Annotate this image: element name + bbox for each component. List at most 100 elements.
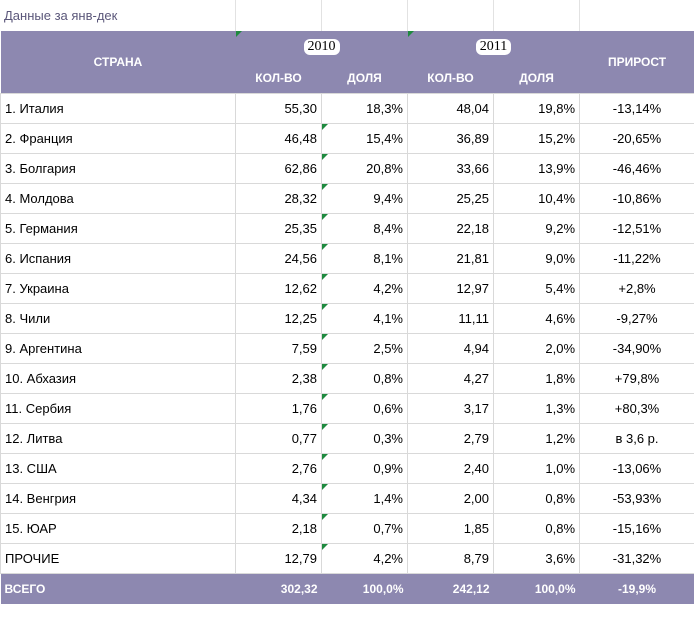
cell-share-2011[interactable]: 100,0% (493, 573, 580, 604)
header-qty-2010[interactable]: КОЛ-ВО (235, 62, 322, 94)
cell-qty-2010[interactable]: 24,56 (235, 243, 322, 274)
cell-country[interactable]: 12. Литва (0, 423, 236, 454)
cell-growth[interactable]: -34,90% (579, 333, 694, 364)
cell-qty-2011[interactable]: 2,00 (407, 483, 494, 514)
cell-qty-2010[interactable]: 2,38 (235, 363, 322, 394)
cell-share-2011[interactable]: 1,8% (492, 363, 581, 394)
cell-qty-2011[interactable]: 8,79 (407, 543, 494, 574)
cell-country[interactable]: 4. Молдова (0, 183, 236, 214)
cell-country[interactable]: 10. Абхазия (0, 363, 236, 394)
cell-qty-2010[interactable]: 0,77 (235, 423, 322, 454)
cell-qty-2010[interactable]: 2,76 (235, 453, 322, 484)
cell-country[interactable]: ПРОЧИЕ (0, 543, 236, 574)
cell-growth[interactable]: +80,3% (579, 393, 694, 424)
cell-share-2010[interactable]: 2,5% (321, 333, 408, 364)
cell-share-2011[interactable]: 1,0% (492, 453, 581, 484)
header-qty-2011[interactable]: КОЛ-ВО (407, 62, 494, 94)
cell-share-2011[interactable]: 19,8% (492, 93, 581, 124)
cell-share-2011[interactable]: 9,2% (492, 213, 581, 244)
cell-growth[interactable]: -53,93% (579, 483, 694, 514)
cell-share-2011[interactable]: 15,2% (492, 123, 581, 154)
cell-country[interactable]: 11. Сербия (0, 393, 236, 424)
cell-qty-2010[interactable]: 2,18 (235, 513, 322, 544)
cell-qty-2010[interactable]: 4,34 (235, 483, 322, 514)
cell-qty-2010[interactable]: 55,30 (235, 93, 322, 124)
cell-country[interactable]: 9. Аргентина (0, 333, 236, 364)
cell-country[interactable]: 2. Франция (0, 123, 236, 154)
cell-growth[interactable]: -11,22% (579, 243, 694, 274)
cell-qty-2010[interactable]: 12,62 (235, 273, 322, 304)
header-share-2010[interactable]: ДОЛЯ (321, 62, 408, 94)
cell-qty-2010[interactable]: 1,76 (235, 393, 322, 424)
cell-share-2011[interactable]: 0,8% (492, 513, 581, 544)
cell-growth[interactable]: -12,51% (579, 213, 694, 244)
cell-share-2010[interactable]: 4,2% (321, 543, 408, 574)
cell-share-2010[interactable]: 4,2% (321, 273, 408, 304)
cell-country[interactable]: 8. Чили (0, 303, 236, 334)
cell-share-2010[interactable]: 0,3% (321, 423, 408, 454)
cell-qty-2011[interactable]: 2,40 (407, 453, 494, 484)
cell-share-2010[interactable]: 100,0% (321, 573, 408, 604)
cell-growth[interactable]: -15,16% (579, 513, 694, 544)
cell-growth[interactable]: -9,27% (579, 303, 694, 334)
cell-share-2011[interactable]: 0,8% (492, 483, 581, 514)
cell-share-2011[interactable]: 13,9% (492, 153, 581, 184)
cell-growth[interactable]: -20,65% (579, 123, 694, 154)
cell-qty-2010[interactable]: 62,86 (235, 153, 322, 184)
cell-share-2010[interactable]: 15,4% (321, 123, 408, 154)
cell-country[interactable]: 1. Италия (0, 93, 236, 124)
cell-share-2010[interactable]: 0,7% (321, 513, 408, 544)
cell-share-2010[interactable]: 8,4% (321, 213, 408, 244)
cell-growth[interactable]: -13,14% (579, 93, 694, 124)
cell-growth[interactable]: +79,8% (579, 363, 694, 394)
cell-country[interactable]: 14. Венгрия (0, 483, 236, 514)
cell-qty-2011[interactable]: 12,97 (407, 273, 494, 304)
cell-country[interactable]: ВСЕГО (0, 573, 236, 604)
cell-qty-2011[interactable]: 4,27 (407, 363, 494, 394)
cell-growth[interactable]: -13,06% (579, 453, 694, 484)
header-year-2010[interactable]: 2010 (235, 31, 408, 62)
cell-qty-2010[interactable]: 12,79 (235, 543, 322, 574)
cell-share-2010[interactable]: 18,3% (321, 93, 408, 124)
cell-qty-2011[interactable]: 48,04 (407, 93, 494, 124)
cell-share-2010[interactable]: 4,1% (321, 303, 408, 334)
cell-qty-2011[interactable]: 21,81 (407, 243, 494, 274)
cell-qty-2010[interactable]: 25,35 (235, 213, 322, 244)
cell-growth[interactable]: -31,32% (579, 543, 694, 574)
cell-qty-2010[interactable]: 28,32 (235, 183, 322, 214)
cell-country[interactable]: 5. Германия (0, 213, 236, 244)
cell-share-2010[interactable]: 20,8% (321, 153, 408, 184)
cell-qty-2011[interactable]: 33,66 (407, 153, 494, 184)
cell-share-2011[interactable]: 5,4% (492, 273, 581, 304)
cell-share-2010[interactable]: 0,6% (321, 393, 408, 424)
cell-growth[interactable]: +2,8% (579, 273, 694, 304)
cell-country[interactable]: 7. Украина (0, 273, 236, 304)
cell-qty-2011[interactable]: 4,94 (407, 333, 494, 364)
header-share-2011[interactable]: ДОЛЯ (493, 62, 580, 94)
cell-qty-2011[interactable]: 1,85 (407, 513, 494, 544)
cell-share-2011[interactable]: 2,0% (492, 333, 581, 364)
cell-growth[interactable]: -19,9% (579, 573, 694, 604)
cell-growth[interactable]: -46,46% (579, 153, 694, 184)
cell-country[interactable]: 15. ЮАР (0, 513, 236, 544)
cell-share-2010[interactable]: 0,8% (321, 363, 408, 394)
cell-share-2011[interactable]: 9,0% (492, 243, 581, 274)
cell-qty-2010[interactable]: 7,59 (235, 333, 322, 364)
header-country[interactable]: СТРАНА (0, 31, 236, 94)
cell-qty-2011[interactable]: 2,79 (407, 423, 494, 454)
cell-qty-2010[interactable]: 12,25 (235, 303, 322, 334)
cell-share-2010[interactable]: 9,4% (321, 183, 408, 214)
cell-share-2011[interactable]: 10,4% (492, 183, 581, 214)
header-growth[interactable]: ПРИРОСТ (579, 31, 694, 94)
cell-share-2010[interactable]: 8,1% (321, 243, 408, 274)
cell-qty-2011[interactable]: 36,89 (407, 123, 494, 154)
cell-share-2011[interactable]: 4,6% (492, 303, 581, 334)
cell-growth[interactable]: в 3,6 р. (579, 423, 694, 454)
cell-qty-2011[interactable]: 3,17 (407, 393, 494, 424)
cell-qty-2011[interactable]: 242,12 (407, 573, 494, 604)
cell-qty-2011[interactable]: 25,25 (407, 183, 494, 214)
cell-country[interactable]: 13. США (0, 453, 236, 484)
cell-share-2010[interactable]: 0,9% (321, 453, 408, 484)
cell-share-2011[interactable]: 3,6% (492, 543, 581, 574)
cell-share-2011[interactable]: 1,2% (492, 423, 581, 454)
